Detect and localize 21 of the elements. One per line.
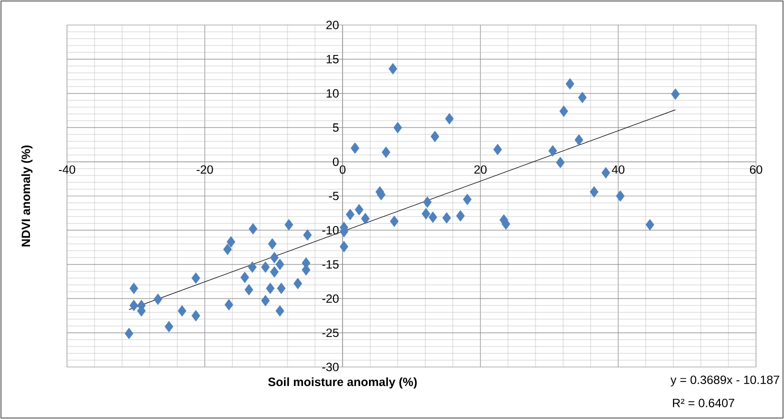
y-tick-label: 10	[326, 89, 339, 98]
text: R² = 0.6407	[672, 398, 734, 408]
y-axis-title: NDVI anomaly (%)	[21, 145, 32, 246]
x-tick-label: -40	[58, 165, 76, 174]
y-tick-label: -10	[322, 226, 339, 234]
x-tick-label: -20	[196, 165, 213, 174]
y-tick-label: -15	[322, 260, 339, 269]
x-tick-label: 60	[750, 165, 762, 174]
x-tick-label: 0	[340, 165, 346, 174]
y-tick-label: -5	[328, 192, 339, 200]
y-tick-label: -20	[322, 294, 339, 303]
y-tick-label: 5	[332, 123, 339, 132]
y-tick-label: -25	[322, 328, 339, 338]
x-tick-label: 20	[474, 165, 487, 174]
y-tick-label: 15	[326, 55, 339, 64]
y-tick-label: 0	[332, 158, 339, 166]
x-tick-label: 40	[612, 165, 624, 174]
text: y = 0.3689x - 10.187	[670, 376, 780, 386]
y-tick-label: 20	[326, 20, 339, 30]
x-axis-title: Soil moisture anomaly (%)	[268, 377, 417, 389]
y-tick-label: -30	[322, 362, 339, 372]
